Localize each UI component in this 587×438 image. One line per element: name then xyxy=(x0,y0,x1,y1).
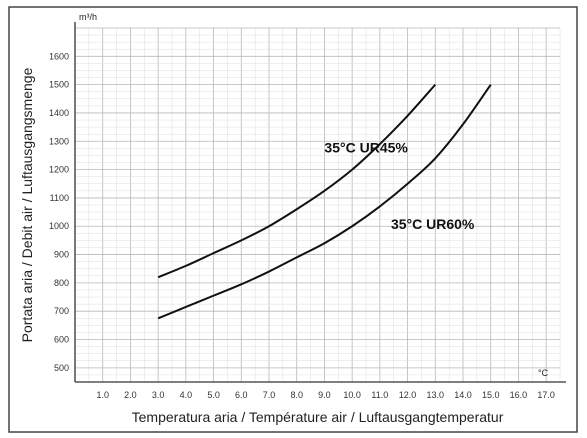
x-tick-label: 6.0 xyxy=(235,390,248,400)
y-tick-label: 600 xyxy=(54,335,69,345)
x-unit-label: °C xyxy=(538,368,549,378)
series-line-1 xyxy=(157,83,437,279)
series-line-2 xyxy=(157,84,492,320)
x-tick-label: 2.0 xyxy=(124,390,137,400)
x-tick-label: 16.0 xyxy=(510,390,528,400)
y-tick-label: 1400 xyxy=(49,108,69,118)
y-tick-label: 500 xyxy=(54,363,69,373)
x-tick-labels: 1.0 2.0 3.0 4.0 5.0 6.0 7.0 8.0 9.0 10.0 11.0 12.0 1… xyxy=(96,390,554,400)
x-tick-label: 13.0 xyxy=(427,390,445,400)
y-tick-label: 900 xyxy=(54,250,69,260)
y-tick-label: 1300 xyxy=(49,136,69,146)
curve-label-1: 35°C UR45% xyxy=(324,140,408,156)
annotations: 35°C UR45% 35°C UR60% xyxy=(324,140,474,232)
x-axis-title: Temperatura aria / Température air / Luf… xyxy=(132,409,504,425)
x-tick-label: 8.0 xyxy=(290,390,303,400)
y-tick-label: 1200 xyxy=(49,165,69,175)
x-tick-label: 14.0 xyxy=(454,390,472,400)
x-tick-label: 10.0 xyxy=(343,390,361,400)
x-tick-label: 11.0 xyxy=(371,390,388,400)
y-axis-title: Portata aria / Debit air / Luftausgangsm… xyxy=(19,67,35,342)
x-tick-label: 4.0 xyxy=(180,390,193,400)
y-tick-label: 800 xyxy=(54,278,69,288)
x-tick-label: 12.0 xyxy=(399,390,417,400)
curve-label-2: 35°C UR60% xyxy=(391,216,475,232)
y-unit-label: m³/h xyxy=(79,12,97,22)
x-tick-label: 1.0 xyxy=(96,390,109,400)
x-tick-label: 9.0 xyxy=(318,390,331,400)
y-tick-label: 1600 xyxy=(49,51,69,61)
y-tick-labels: 500 600 700 800 900 1000 1100 1200 1300 1400 1500 1… xyxy=(49,51,69,373)
y-tick-label: 1100 xyxy=(50,193,69,203)
outer-frame xyxy=(8,6,578,433)
x-tick-label: 17.0 xyxy=(537,390,555,400)
x-tick-label: 5.0 xyxy=(207,390,220,400)
y-tick-label: 1000 xyxy=(49,221,69,231)
x-tick-label: 3.0 xyxy=(152,390,165,400)
y-tick-label: 700 xyxy=(54,306,69,316)
x-tick-label: 7.0 xyxy=(263,390,276,400)
series-group xyxy=(157,83,492,320)
x-tick-label: 15.0 xyxy=(482,390,500,400)
axes xyxy=(74,22,566,383)
y-tick-label: 1500 xyxy=(49,80,69,90)
